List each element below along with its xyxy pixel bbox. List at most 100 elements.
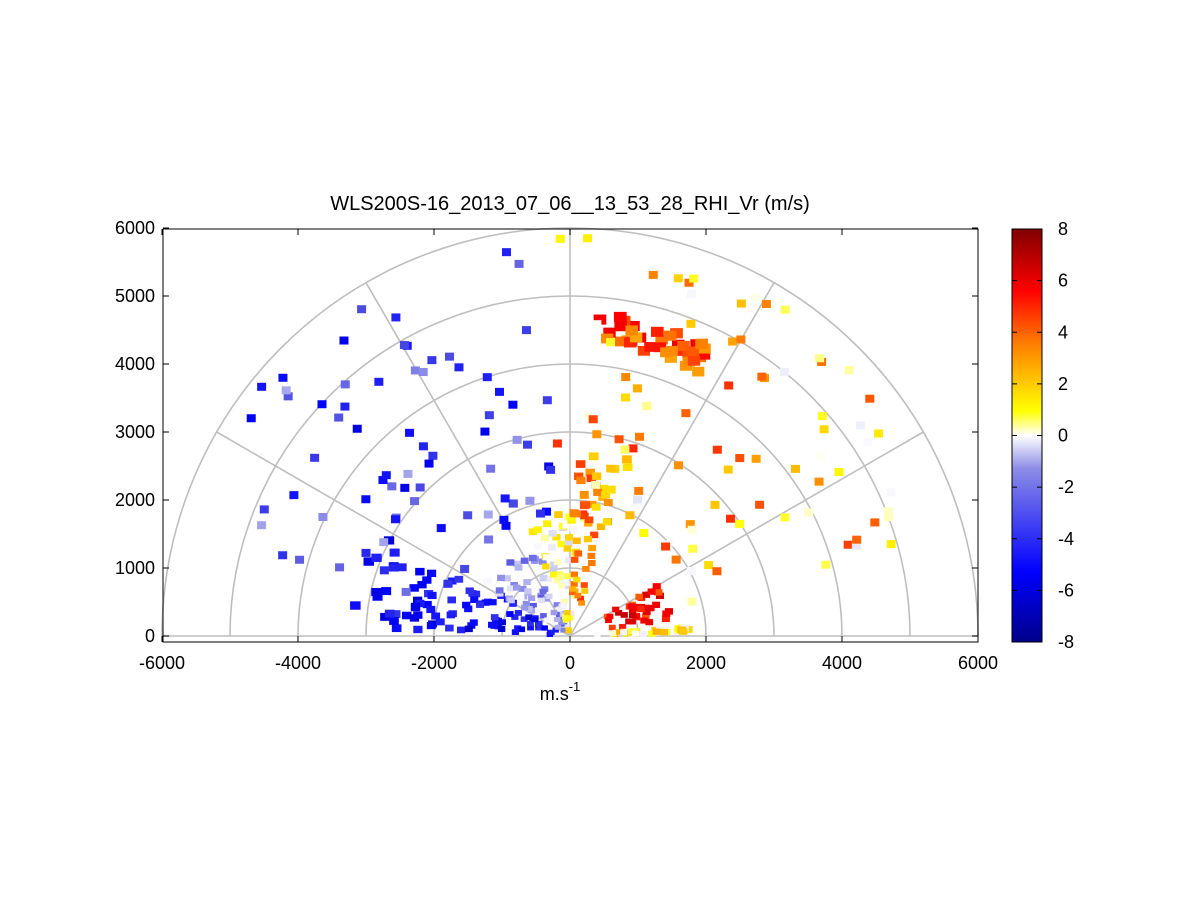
velocity-cell [379,566,389,575]
velocity-cell [555,571,564,577]
velocity-cell [687,597,697,606]
velocity-cell [590,531,599,539]
velocity-cell [671,555,681,564]
velocity-cell [755,500,765,509]
velocity-cell [634,486,644,495]
velocity-cell [635,593,644,600]
y-tick-label: 0 [145,626,155,646]
velocity-cell [584,516,594,524]
velocity-cell [621,393,631,402]
x-axis-ticks: -6000 -4000 -2000 0 2000 4000 6000 [139,229,998,673]
velocity-cell [603,498,613,506]
velocity-cell [361,495,371,504]
velocity-cell [400,483,410,492]
x-tick-label: -2000 [411,653,457,673]
velocity-cell [627,603,635,610]
velocity-cell [712,445,722,454]
velocity-cell [569,586,577,592]
velocity-cell [620,629,628,636]
velocity-cell [736,299,746,308]
velocity-cell [552,627,559,633]
velocity-cell [572,537,581,544]
colorbar-tick-label: 4 [1058,322,1068,342]
velocity-cell [542,554,551,561]
velocity-cell [536,624,544,631]
velocity-cell [641,613,650,620]
velocity-cell [865,394,875,403]
velocity-cell [596,523,606,531]
velocity-cell [542,563,550,570]
colorbar-tick-label: -8 [1058,632,1074,652]
velocity-cell [686,346,699,357]
velocity-cell [655,334,668,345]
velocity-cell [591,503,601,511]
velocity-cell [334,413,344,422]
velocity-cell [637,345,650,356]
velocity-cell [637,606,645,613]
velocity-cell [757,372,767,381]
velocity-cell [389,617,399,625]
velocity-cell [379,538,389,547]
velocity-cell [533,543,542,550]
velocity-cell [521,604,529,611]
velocity-cell [500,494,510,503]
velocity-cell [562,580,570,586]
velocity-cell [535,509,545,518]
velocity-cell [281,386,291,395]
velocity-cell [514,259,524,268]
velocity-cell [647,588,656,595]
velocity-cell [580,512,589,520]
velocity-cell [563,624,570,630]
velocity-cell [587,552,596,559]
velocity-cell [514,610,523,616]
velocity-cell [621,455,632,464]
velocity-cell [615,610,623,616]
velocity-cell [490,614,499,621]
velocity-cell [514,625,522,631]
velocity-cell [422,600,432,609]
velocity-cell [525,496,535,505]
x-tick-label: -4000 [275,653,321,673]
velocity-cell [642,591,651,598]
velocity-cell [564,540,573,547]
velocity-cell [506,585,515,592]
velocity-cell [640,617,648,624]
velocity-cell [723,465,733,474]
velocity-cell [443,579,453,588]
velocity-cell [259,505,269,514]
velocity-cell [712,567,722,576]
velocity-cells [246,234,896,638]
velocity-cell [465,587,474,595]
velocity-cell [562,614,569,620]
velocity-cell [482,373,492,382]
x-tick-label: 6000 [958,653,998,673]
velocity-cell [529,602,537,609]
velocity-cell [736,335,746,344]
velocity-cell [318,513,328,522]
velocity-cell [399,341,409,350]
velocity-cell [550,609,558,616]
velocity-cell [574,592,582,599]
velocity-cell [526,620,534,627]
velocity-cell [606,485,616,494]
velocity-cell [685,520,695,529]
velocity-cell [381,471,391,480]
velocity-cell [639,529,649,538]
velocity-cell [488,621,496,628]
y-tick-label: 6000 [115,218,155,238]
velocity-cell [564,534,574,541]
velocity-cell [593,314,607,325]
velocity-cell [678,628,688,635]
velocity-cell [651,326,664,337]
velocity-cell [648,270,658,279]
velocity-cell [577,595,584,602]
velocity-cell [570,556,579,563]
velocity-cell [548,530,557,537]
velocity-cell [413,611,423,619]
velocity-cell [435,618,445,626]
velocity-cell [508,400,518,409]
velocity-cell [540,613,547,619]
velocity-cell [563,545,572,552]
velocity-cell [506,559,515,566]
